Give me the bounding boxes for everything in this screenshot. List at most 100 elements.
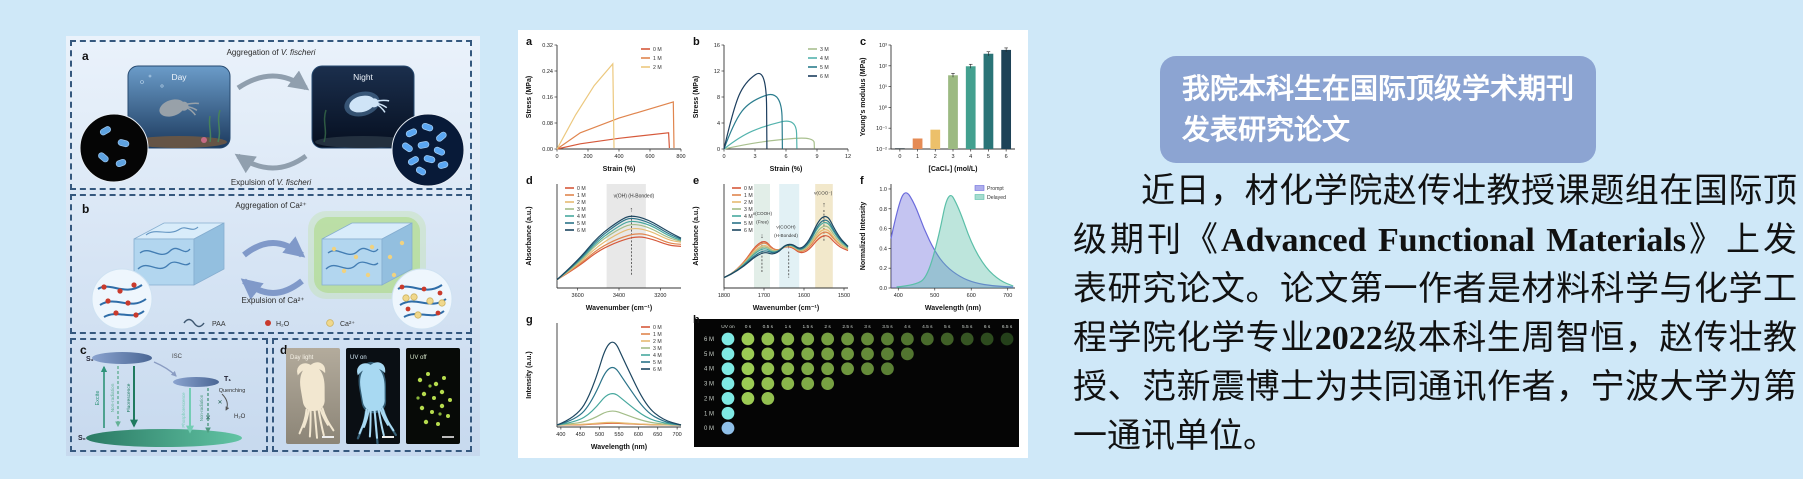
svg-text:0 s: 0 s [745, 324, 752, 330]
chart-f-svg: 400 500 600 700 0.0 0.2 0.4 0.6 0.8 1.0 Wavelength… [860, 184, 1015, 312]
svg-text:3 M: 3 M [577, 207, 586, 213]
svg-text:0.08: 0.08 [542, 121, 553, 127]
svg-text:10¹: 10¹ [879, 85, 887, 91]
svg-text:↑: ↑ [787, 243, 791, 250]
svg-text:10⁰: 10⁰ [879, 104, 888, 111]
svg-text:ν(COOH): ν(COOH) [753, 211, 773, 216]
svg-text:1500: 1500 [838, 293, 850, 299]
svg-text:8: 8 [717, 95, 720, 101]
panel-d-graphic: d Day light [280, 343, 460, 445]
svg-text:0: 0 [898, 154, 901, 160]
day-scene: Day [127, 65, 231, 149]
h2o-swatch [265, 320, 271, 326]
svg-text:16: 16 [714, 43, 720, 49]
svg-text:1700: 1700 [758, 293, 770, 299]
svg-text:3 M: 3 M [820, 47, 829, 53]
svg-text:(Free): (Free) [756, 220, 769, 225]
photo-uv-off: UV off [406, 348, 460, 444]
panel-b-graphic: b Aggregation of Ca²⁺ [82, 201, 453, 330]
svg-text:0: 0 [555, 154, 558, 160]
svg-text:2.5 s: 2.5 s [842, 324, 853, 330]
svg-text:↑: ↑ [630, 207, 634, 214]
svg-text:Prompt: Prompt [987, 186, 1004, 192]
chart-panel-g: g 400 450 500 550 600 650 700 Wavelength (nm) Int… [523, 313, 689, 451]
svg-text:Young's modulus (MPa): Young's modulus (MPa) [860, 58, 867, 137]
svg-text:550: 550 [614, 432, 623, 438]
chart-b-svg: 0 3 6 9 12 0 4 8 12 16 Strain (%) Stress (MPa) 3 M 4 … [693, 43, 851, 173]
svg-text:500: 500 [595, 432, 604, 438]
svg-text:600: 600 [967, 293, 976, 299]
hydrogel-cube-left [133, 222, 225, 286]
t1-level [173, 377, 219, 387]
schematic-panel-a: a Aggregation of V. fischeri [70, 40, 472, 190]
chart-g-letter: g [526, 314, 533, 326]
svg-text:0.6: 0.6 [879, 227, 887, 233]
hydrogel-cube-right [308, 211, 426, 299]
svg-text:Delayed: Delayed [987, 195, 1006, 201]
svg-text:5 M: 5 M [744, 221, 753, 227]
svg-text:10⁻¹: 10⁻¹ [876, 126, 887, 132]
chart-c-svg: 0 1 2 3 4 5 6 10⁻² 10⁻¹ 10⁰ 10¹ 10² 10³ [CaCl₂] (mol/… [860, 43, 1015, 173]
starfish [201, 137, 207, 143]
svg-text:3 M: 3 M [704, 382, 714, 388]
svg-text:700: 700 [673, 432, 682, 438]
bacteria-inset-night [391, 113, 465, 187]
svg-text:3400: 3400 [613, 293, 625, 299]
svg-text:6.5 s: 6.5 s [1002, 324, 1013, 330]
svg-text:4 M: 4 M [820, 56, 829, 62]
ca-label: Ca²⁺ [340, 321, 355, 328]
network-inset-right [391, 268, 453, 330]
uv-off-label: UV off [410, 355, 427, 361]
svg-text:400: 400 [556, 432, 565, 438]
chart-h: UV on 0 s 0.5 s 1 s 1.5 s 2 s 2.5 s 3 s 3.5 s 4 s… [690, 313, 1023, 451]
svg-text:5.5 s: 5.5 s [962, 324, 973, 330]
svg-text:400: 400 [894, 293, 903, 299]
svg-text:200: 200 [583, 154, 592, 160]
svg-text:0: 0 [717, 147, 720, 153]
svg-text:5 M: 5 M [653, 360, 662, 366]
network-inset-left [91, 268, 153, 330]
svg-text:6 M: 6 M [744, 228, 753, 234]
svg-text:6 s: 6 s [984, 324, 991, 330]
paa-swatch [183, 318, 205, 328]
h2o-label: H₂O [276, 321, 290, 328]
scalebar-3 [442, 436, 454, 438]
svg-text:0.00: 0.00 [542, 147, 553, 153]
scalebar-1 [322, 436, 334, 438]
chart-e: 1800 1700 1600 1500 Wavenumber (cm⁻¹) Absorba… [690, 174, 856, 312]
chart-f: 400 500 600 700 0.0 0.2 0.4 0.6 0.8 1.0 Wavelength… [857, 174, 1023, 312]
chart-e-letter: e [693, 175, 700, 187]
svg-text:ν(OH) (H-Bonded): ν(OH) (H-Bonded) [614, 194, 655, 200]
svg-text:10²: 10² [879, 64, 887, 70]
chart-e-svg: 1800 1700 1600 1500 Wavenumber (cm⁻¹) Absorba… [693, 184, 850, 312]
svg-text:1: 1 [916, 154, 919, 160]
chart-panel-h: h UV on 0 s 0.5 s 1 s 1.5 s 2 s 2.5 s 3 s 3.5 s 4 … [690, 313, 1023, 451]
panel-b-top-caption: Aggregation of Ca²⁺ [235, 201, 306, 210]
svg-text:0.24: 0.24 [542, 69, 553, 75]
svg-text:0.8: 0.8 [879, 207, 887, 213]
day-squid [159, 99, 200, 117]
chart-panel-d: d 3600 3400 3200 Wavenumber (cm⁻¹) Absorbance… [523, 174, 689, 312]
isc-label: ISC [172, 354, 183, 360]
svg-text:4: 4 [717, 121, 720, 127]
svg-text:1 M: 1 M [653, 332, 662, 338]
svg-text:3: 3 [951, 154, 954, 160]
svg-text:1 M: 1 M [704, 411, 714, 417]
svg-text:10³: 10³ [879, 43, 887, 49]
panel-a-bottom-caption: Expulsion of V. fischeri [231, 178, 312, 187]
svg-text:12: 12 [845, 154, 851, 160]
headline-box: 我院本科生在国际顶级学术期刊 发表研究论文 [1160, 56, 1597, 164]
panel-c-graphic: c S₁ T₁ S₀ Excite Non-radiation Fluoresc… [78, 343, 246, 447]
svg-text:3: 3 [753, 154, 756, 160]
svg-text:6 M: 6 M [820, 74, 829, 80]
expulsion-arrow [234, 153, 308, 174]
svg-text:5: 5 [987, 154, 990, 160]
charts-figure: a 0 200 400 600 800 0.00 0.08 0.16 0.24 0.32 Strain… [518, 30, 1028, 458]
excite-label: Excite [95, 391, 101, 406]
svg-text:0.5 s: 0.5 s [763, 324, 774, 330]
svg-text:6 M: 6 M [653, 367, 662, 373]
panel-a-top-caption: Aggregation of V. fischeri [227, 48, 316, 57]
fluorescence-label: Fluorescence [126, 383, 132, 412]
svg-text:12: 12 [714, 69, 720, 75]
